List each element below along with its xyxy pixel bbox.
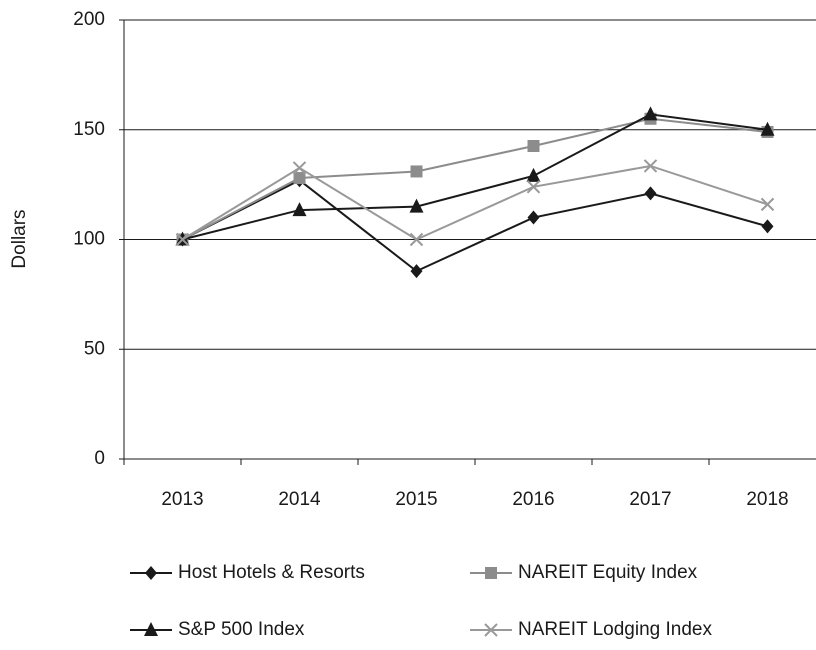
marker xyxy=(527,139,540,152)
legend-label: Host Hotels & Resorts xyxy=(178,562,365,583)
y-tick-label: 100 xyxy=(73,229,105,250)
marker xyxy=(760,197,775,212)
marker xyxy=(293,172,306,185)
marker xyxy=(484,623,498,637)
y-axis-label: Dollars xyxy=(9,209,30,268)
marker xyxy=(409,198,424,213)
y-tick-label: 50 xyxy=(84,338,105,359)
marker xyxy=(410,165,423,178)
series-line xyxy=(182,113,768,241)
y-tick-label: 200 xyxy=(73,9,105,30)
marker xyxy=(175,232,190,247)
legend-label: NAREIT Lodging Index xyxy=(518,619,712,640)
marker xyxy=(409,232,424,247)
marker xyxy=(526,180,541,194)
marker xyxy=(527,210,540,225)
marker xyxy=(643,106,658,121)
series-line xyxy=(182,117,768,241)
marker xyxy=(144,622,158,636)
legend-label: NAREIT Equity Index xyxy=(518,562,698,583)
legend-label: S&P 500 Index xyxy=(178,619,305,640)
marker xyxy=(485,567,497,579)
x-tick-label: 2013 xyxy=(161,489,203,510)
marker xyxy=(410,264,423,279)
series-line xyxy=(182,179,768,273)
marker xyxy=(643,159,658,173)
x-tick-label: 2018 xyxy=(746,489,788,510)
x-tick-label: 2016 xyxy=(512,489,554,510)
x-tick-label: 2017 xyxy=(629,489,671,510)
x-tick-label: 2014 xyxy=(278,489,321,510)
y-tick-label: 150 xyxy=(73,119,105,140)
series-line xyxy=(181,164,768,241)
marker xyxy=(644,186,657,201)
marker xyxy=(761,219,774,234)
y-tick-label: 0 xyxy=(94,448,105,469)
marker xyxy=(292,202,307,217)
x-tick-label: 2015 xyxy=(395,489,437,510)
marker xyxy=(292,161,307,175)
marker xyxy=(760,121,775,136)
marker xyxy=(145,566,157,580)
marker xyxy=(526,167,541,182)
